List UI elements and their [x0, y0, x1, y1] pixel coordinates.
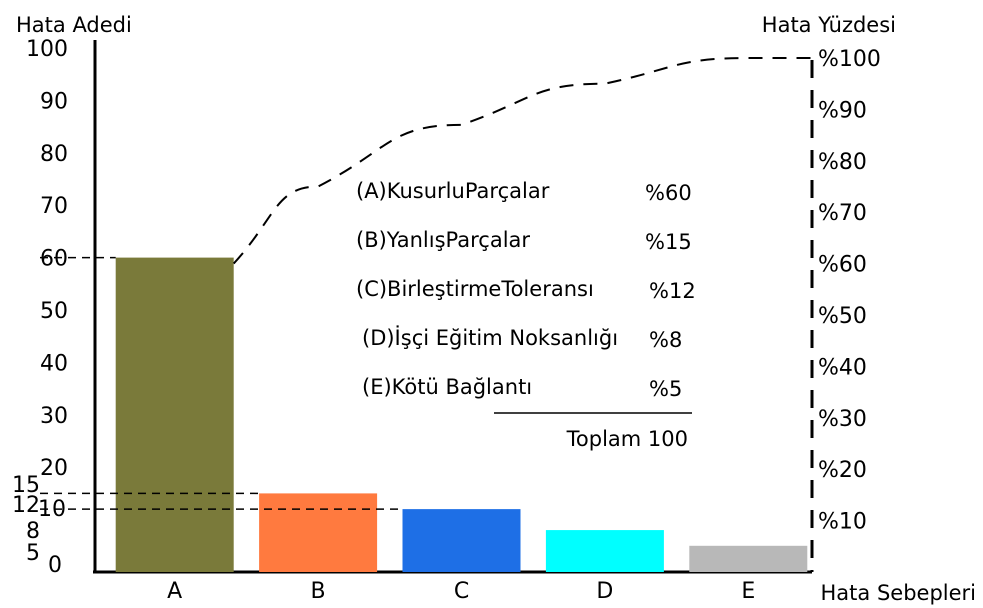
y2-tick-label: %100 [818, 47, 881, 72]
x-tick-label: A [167, 579, 182, 604]
legend-value: %8 [649, 328, 682, 352]
legend-label: (C)BirleştirmeToleransı [356, 277, 594, 301]
y2-axis-title: Hata Yüzdesi [762, 13, 896, 37]
y-tick-label: 5 [26, 541, 40, 566]
legend-value: %12 [649, 279, 696, 303]
legend-label: (A)KusurluParçalar [356, 179, 550, 203]
y2-tick-label: %20 [818, 458, 867, 483]
y-tick-label: 8 [26, 519, 40, 544]
legend-label: (E)Kötü Bağlantı [362, 375, 532, 399]
y2-tick-label: %10 [818, 510, 867, 535]
y-tick-label: 20 [40, 456, 68, 481]
y-tick-label: 15 [12, 473, 40, 498]
y-tick-label: 12 [12, 493, 40, 518]
y-axis-title: Hata Adedi [16, 13, 132, 37]
y-tick-label: 60 [40, 247, 68, 272]
y-tick-label: 30 [40, 404, 68, 429]
cumulative-percent-line [232, 57, 812, 265]
x-tick-label: B [311, 579, 326, 604]
y2-tick-label: %30 [818, 407, 867, 432]
y2-tick-label: %40 [818, 355, 867, 380]
bar-B [259, 493, 378, 572]
legend-total: Toplam 100 [566, 427, 688, 451]
bar-D [545, 530, 664, 572]
y2-tick-label: %50 [818, 304, 867, 329]
legend-label: (D)İşçi Eğitim Noksanlığı [362, 325, 618, 350]
y2-tick-label: %90 [818, 98, 867, 123]
y2-tick-label: %80 [818, 150, 867, 175]
legend-value: %60 [645, 181, 692, 205]
y2-tick-label: %70 [818, 201, 867, 226]
legend-value: %15 [645, 230, 692, 254]
y-tick-label: 50 [40, 299, 68, 324]
y-tick-label: 80 [40, 142, 68, 167]
x-tick-label: D [596, 579, 613, 604]
x-tick-label: E [741, 579, 755, 604]
x-axis-title: Hata Sebepleri [821, 581, 977, 605]
y-tick-label: 90 [40, 89, 68, 114]
bar-C [402, 509, 521, 572]
y-tick-label: 0 [48, 553, 62, 578]
x-tick-label: C [454, 579, 469, 604]
bar-A [115, 257, 234, 572]
legend-value: %5 [649, 377, 682, 401]
y2-tick-label: %60 [818, 253, 867, 278]
y-tick-label: 70 [40, 194, 68, 219]
y-tick-label: 40 [40, 351, 68, 376]
legend-label: (B)YanlışParçalar [356, 228, 530, 252]
y-tick-label: 100 [26, 37, 68, 62]
bar-E [689, 545, 808, 572]
